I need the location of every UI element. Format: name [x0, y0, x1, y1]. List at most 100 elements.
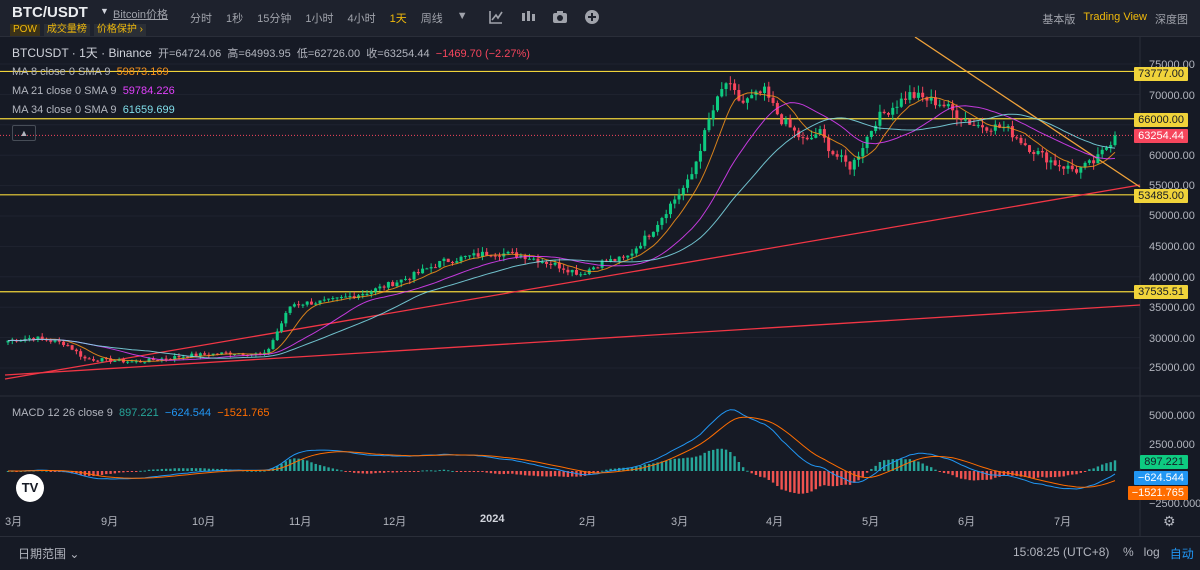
candle-body [335, 297, 339, 299]
symbol-title[interactable]: BTC/USDT [12, 4, 88, 21]
time-tick: 7月 [1054, 516, 1072, 528]
macd-hist-bar [994, 471, 997, 478]
scale-auto[interactable]: 自动 [1169, 547, 1194, 561]
macd-line [7, 409, 1116, 490]
dropdown-caret-icon[interactable]: ▼ [100, 6, 109, 16]
macd-hist-bar [323, 466, 326, 471]
candle-body [506, 251, 510, 254]
candle-body [848, 161, 852, 170]
candle-body [570, 269, 574, 273]
macd-hist-bar [558, 471, 561, 477]
macd-hist-bar [506, 471, 510, 474]
candle-body [352, 296, 356, 299]
macd-hist-bar [712, 449, 715, 471]
interval-1d[interactable]: 1天 [389, 13, 407, 25]
candle-body [168, 358, 172, 360]
candle-body [344, 296, 348, 298]
macd-hist-bar [361, 471, 364, 474]
macd-hist-bar [827, 471, 830, 486]
interval-4h[interactable]: 4小时 [347, 13, 376, 25]
macd-hist-bar [310, 462, 313, 471]
candle-body [592, 267, 596, 270]
screenshot-icon[interactable] [552, 9, 568, 25]
scale-log[interactable]: log [1143, 545, 1160, 559]
macd-hist-bar [1113, 460, 1117, 471]
interval-timeline[interactable]: 分时 [190, 13, 212, 25]
macd-hist-bar [451, 470, 454, 472]
level-tag-53485[interactable]: 53485.00 [1134, 189, 1188, 203]
collapse-legend-button[interactable]: ▲ [12, 125, 36, 141]
candle-body [280, 323, 284, 332]
add-icon[interactable] [584, 9, 600, 25]
level-tag-73777[interactable]: 73777.00 [1134, 67, 1188, 81]
ma34-legend[interactable]: MA 34 close 0 SMA 9 61659.699 [12, 104, 175, 116]
chart-settings-gear-icon[interactable]: ⚙ [1163, 513, 1176, 529]
interval-more-caret-icon[interactable]: ▼ [456, 10, 468, 22]
interval-1h[interactable]: 1小时 [305, 13, 334, 25]
interval-1s[interactable]: 1秒 [226, 13, 244, 25]
candle-body [989, 130, 993, 132]
macd-hist-bar [887, 459, 890, 471]
macd-hist-bar [1092, 468, 1095, 471]
macd-hist-bar [686, 457, 689, 471]
scale-percent[interactable]: % [1123, 545, 1134, 559]
candle-body [23, 338, 27, 341]
macd-hist-bar [100, 471, 104, 475]
chart-type-icon[interactable] [488, 9, 504, 25]
level-tag-37535[interactable]: 37535.51 [1134, 285, 1188, 299]
candle-body [348, 296, 352, 298]
tag-pow[interactable]: POW [10, 24, 40, 36]
ma21-legend[interactable]: MA 21 close 0 SMA 9 59784.226 [12, 85, 175, 97]
date-range-button[interactable]: 日期范围 ⌄ [18, 547, 80, 561]
ma-21-line [7, 102, 1116, 361]
macd-hist-bar [699, 455, 702, 471]
macd-hist-bar [177, 468, 181, 471]
macd-hist-bar [1036, 471, 1040, 478]
macd-hist-bar [476, 471, 480, 473]
macd-hist-bar [1058, 471, 1061, 477]
clock-readout[interactable]: 15:08:25 (UTC+8) [1013, 545, 1110, 559]
macd-hist-bar [588, 471, 591, 475]
candle-body [412, 272, 416, 280]
candle-body [745, 98, 749, 103]
chart-canvas[interactable] [0, 37, 1200, 536]
candle-body [104, 358, 108, 360]
candle-body [62, 341, 66, 346]
level-tag-66000[interactable]: 66000.00 [1134, 113, 1188, 127]
macd-hist-bar [502, 471, 505, 475]
macd-hist-bar [707, 450, 711, 471]
candle-body [933, 97, 937, 106]
ohlc-low: 低=62726.00 [296, 48, 361, 60]
candle-body [596, 267, 600, 269]
indicators-icon[interactable] [520, 9, 536, 25]
time-tick: 2月 [579, 516, 597, 528]
candle-body [1096, 154, 1100, 164]
candle-body [899, 98, 903, 107]
tag-volume-rank[interactable]: 成交量榜 [43, 24, 90, 36]
candle-body [74, 349, 78, 352]
ma8-legend[interactable]: MA 8 close 0 SMA 9 59873.169 [12, 66, 169, 78]
macd-hist-bar [130, 471, 134, 472]
macd-hist-bar [160, 468, 164, 471]
view-tradingview[interactable]: Trading View [1083, 11, 1147, 23]
candle-body [438, 261, 442, 268]
interval-1w[interactable]: 周线 [420, 13, 443, 25]
interval-15m[interactable]: 15分钟 [257, 13, 292, 25]
trend-line-support [4, 184, 1141, 380]
coin-info-link[interactable]: Bitcoin价格 [113, 9, 169, 21]
view-depth[interactable]: 深度图 [1155, 14, 1188, 26]
view-basic[interactable]: 基本版 [1042, 14, 1076, 26]
macd-hist-bar [562, 471, 565, 477]
candle-body [698, 150, 702, 162]
tag-price-protection[interactable]: 价格保护 › [93, 24, 146, 36]
macd-hist-bar [541, 471, 544, 477]
macd-hist-bar [412, 471, 416, 472]
candle-body [1045, 152, 1049, 163]
candle-body [801, 137, 805, 139]
candle-body [758, 91, 762, 94]
macd-hist-bar [553, 471, 557, 477]
candle-body [339, 297, 343, 299]
candle-body [792, 127, 796, 131]
macd-hist-bar [1075, 471, 1078, 475]
macd-legend[interactable]: MACD 12 26 close 9 897.221 −624.544 −152… [12, 407, 270, 419]
